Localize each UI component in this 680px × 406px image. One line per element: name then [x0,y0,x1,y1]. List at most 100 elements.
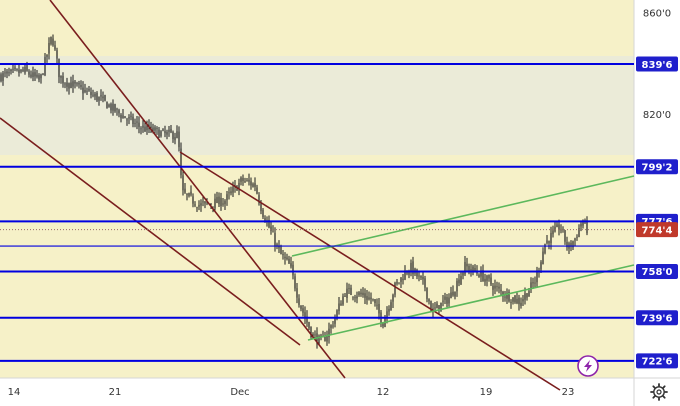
svg-text:758'0: 758'0 [642,267,673,278]
candle [262,207,264,220]
candle [456,278,458,297]
candle [546,235,548,245]
candle [128,114,130,125]
candle [28,69,30,78]
candle [554,221,556,233]
candle [334,314,336,328]
candle [300,305,302,312]
candle [564,230,566,245]
channel-middle-line[interactable] [0,117,301,346]
candle [330,324,332,334]
candle [138,116,140,134]
candle [274,227,276,252]
candle [104,94,106,102]
candle [258,192,260,206]
candle [514,294,516,304]
candle [186,193,188,201]
flash-icon[interactable] [577,355,599,377]
price-tick-label: 820'0 [643,110,671,121]
settings-gear-icon[interactable] [650,383,668,401]
candle [36,70,38,79]
candle [368,291,370,301]
candle [472,264,474,276]
candle [574,237,576,246]
candle [502,290,504,302]
candle [176,125,178,139]
candle [422,272,424,285]
candle [402,274,404,285]
candle [468,263,470,275]
candle [228,187,230,200]
candle [32,66,34,82]
candle [282,250,284,260]
candle [224,199,226,210]
candle [244,177,246,183]
candle [180,142,182,179]
candle [518,294,520,311]
candle [400,277,402,288]
candle [342,293,344,306]
candle [364,288,366,305]
candle [464,256,466,276]
candle [436,301,438,309]
candle [164,125,166,138]
candle [470,263,472,277]
candle [510,299,512,309]
candle [12,64,14,73]
candle [492,283,494,296]
candle [458,273,460,287]
candle [178,126,180,152]
candle [484,273,486,286]
candle [372,298,374,302]
candle [158,126,160,138]
candle [374,299,376,307]
candle [310,326,312,339]
candle [388,305,390,316]
candle [360,288,362,297]
rising-channel-bottom-line[interactable] [307,264,635,341]
candle [392,293,394,308]
candle [250,177,252,190]
shaded-band [0,56,634,155]
candle [112,99,114,116]
candle [38,73,40,83]
candle [84,83,86,94]
candle [116,107,118,116]
candle [182,169,184,196]
candle [66,77,68,92]
channel-upper-line[interactable] [49,0,346,379]
candle [490,273,492,287]
last-price-tag: 774'4 [636,222,678,238]
candle [76,81,78,87]
candle [156,126,158,135]
candle [140,126,142,135]
svg-text:839'6: 839'6 [642,60,673,71]
candle [126,117,128,126]
candle [412,256,414,279]
candle [52,34,54,47]
candle [460,271,462,285]
candle [480,266,482,283]
candle [162,128,164,132]
candle [496,281,498,292]
candle [136,115,138,130]
candle [532,277,534,289]
candle [288,255,290,264]
candle [108,103,110,108]
candle [174,132,176,145]
candle [172,130,174,143]
rising-channel-top-line[interactable] [291,175,635,257]
candle [40,73,42,84]
candle [404,265,406,281]
candle [352,296,354,301]
candle [434,302,436,311]
candle [272,225,274,233]
candle [538,267,540,278]
candle [122,108,124,119]
level-price-tag: 722'6 [636,353,678,369]
candle [132,113,134,128]
candle [134,118,136,128]
candle [168,125,170,137]
